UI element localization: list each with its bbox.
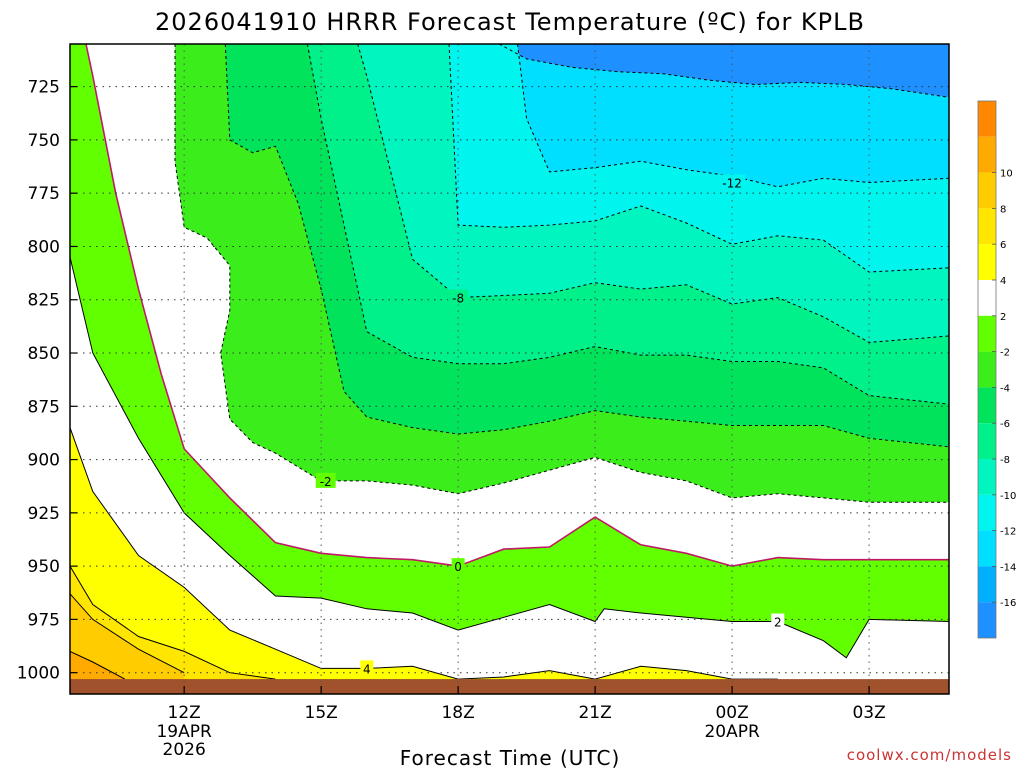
y-tick-label: 725 — [28, 78, 60, 98]
contour-line-10 — [70, 650, 126, 680]
contour-line-8 — [70, 593, 185, 674]
y-tick-label: 900 — [28, 451, 60, 471]
plot-area — [70, 44, 949, 694]
colorbar-swatch — [978, 494, 996, 531]
colorbar-label: -16 — [1000, 598, 1016, 609]
y-tick-label: 850 — [28, 344, 60, 364]
colorbar-swatch — [978, 136, 996, 173]
colorbar-label: -14 — [1000, 562, 1016, 573]
contour-line--12 — [517, 44, 949, 188]
contour-label: -8 — [452, 292, 464, 306]
contour-line-4 — [70, 427, 778, 680]
colorbar-swatch — [978, 172, 996, 209]
y-tick-label: 800 — [28, 237, 60, 257]
y-tick-label: 925 — [28, 504, 60, 524]
y-tick-label: 825 — [28, 291, 60, 311]
plot-frame — [69, 43, 950, 695]
colorbar-frame — [977, 100, 997, 639]
grid — [70, 44, 949, 694]
colorbar-swatch — [978, 351, 996, 388]
colorbar-label: -2 — [1000, 348, 1010, 359]
contour-labels: -12 -8 -2 0 2 4 — [315, 174, 785, 676]
x-tick-label: 03Z — [852, 703, 885, 723]
band-above--2 — [70, 44, 949, 694]
colorbar-swatch — [978, 423, 996, 459]
axes: 725 750 775 800 825 850 875 900 925 950 975 1000 12Z… — [17, 78, 886, 760]
contour-line--10 — [448, 44, 949, 273]
contour-label: -12 — [722, 177, 742, 191]
colorbar-label: 2 — [1000, 312, 1006, 323]
contour-label-bg — [718, 174, 746, 190]
contour-label: -2 — [320, 475, 332, 489]
colorbar-swatch — [978, 530, 996, 567]
contour-label-bg — [771, 613, 785, 629]
colorbar-label: 6 — [1000, 240, 1006, 251]
colorbar-swatch — [978, 387, 996, 424]
contour-line-2 — [70, 256, 949, 659]
colorbar-label: -8 — [1000, 455, 1010, 466]
colorbar-label: -4 — [1000, 383, 1010, 394]
y-tick-label: 750 — [28, 131, 60, 151]
colorbar-swatch — [978, 315, 996, 352]
colorbar-swatch — [978, 566, 996, 603]
contour-line--14 — [498, 44, 949, 98]
ground-layer — [70, 679, 949, 694]
contour-label-bg — [360, 660, 374, 676]
colorbar-label: -12 — [1000, 527, 1016, 538]
watermark: coolwx.com/models — [847, 746, 1012, 764]
y-tick-label: 875 — [28, 397, 60, 417]
x-axis-label: Forecast Time (UTC) — [400, 746, 621, 768]
x-tick-sublabel: 19APR — [156, 722, 212, 742]
colorbar-label: -10 — [1000, 491, 1016, 502]
contour-label-bg — [448, 289, 469, 305]
x-tick-label: 21Z — [578, 703, 611, 723]
colorbar-swatch — [978, 208, 996, 245]
contour-label: 2 — [774, 616, 782, 630]
y-tick-label: 1000 — [17, 664, 60, 684]
contour-line-0 — [85, 44, 949, 567]
x-tick-sublabel: 20APR — [704, 722, 760, 742]
colorbar-label: -6 — [1000, 419, 1010, 430]
colorbar-swatch — [978, 602, 996, 638]
y-tick-label: 775 — [28, 184, 60, 204]
colorbar-swatch — [978, 280, 996, 316]
contour-line--8 — [357, 44, 949, 343]
contour-line-6 — [70, 565, 276, 680]
y-tick-label: 950 — [28, 557, 60, 577]
y-tick-label: 975 — [28, 610, 60, 630]
x-tick-label: 18Z — [441, 703, 474, 723]
contour-label-bg — [315, 472, 336, 488]
chart-title: 2026041910 HRRR Forecast Temperature (ºC… — [155, 8, 865, 36]
contour-label: 4 — [363, 662, 371, 676]
x-tick-sublabel: 2026 — [163, 740, 206, 760]
colorbar-swatch — [978, 244, 996, 280]
x-tick-label: 15Z — [305, 703, 338, 723]
colorbar-swatch — [978, 101, 996, 137]
contour-label-bg — [451, 558, 465, 574]
x-tick-label: 12Z — [168, 703, 201, 723]
contour-label: 0 — [454, 560, 462, 574]
colorbar-label: 10 — [1000, 169, 1013, 180]
colorbar-label: 8 — [1000, 204, 1006, 215]
colorbar: -16 -14 -12 -10 -8 -6 -4 -2 2 4 6 8 10 — [977, 100, 1016, 639]
x-tick-label: 00Z — [715, 703, 748, 723]
contour-line--4 — [224, 44, 949, 448]
colorbar-swatch — [978, 459, 996, 495]
colorbar-label: 4 — [1000, 276, 1006, 287]
